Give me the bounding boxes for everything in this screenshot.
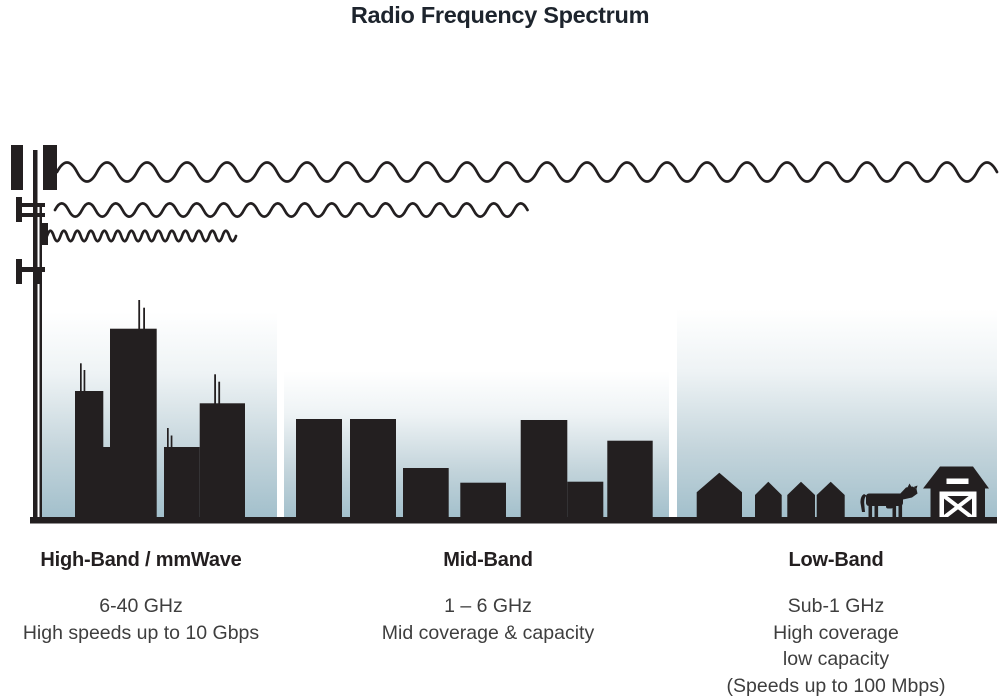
band-details-mid: 1 – 6 GHz Mid coverage & capacity <box>363 593 613 646</box>
cell-tower-icon <box>11 145 57 517</box>
high-band-wave <box>45 229 238 243</box>
band-desc-low-2: low capacity <box>782 648 890 671</box>
cow-icon <box>860 483 918 517</box>
city-skyscrapers-icon <box>75 300 245 518</box>
band-caption-high: High-Band / mmWave 6-40 GHz High speeds … <box>16 549 266 646</box>
mid-band-wave <box>53 202 529 218</box>
band-caption-low: Low-Band Sub-1 GHz High coverage low cap… <box>711 549 961 699</box>
barn-icon <box>923 466 989 520</box>
house-icon <box>696 472 845 518</box>
band-frequency-high: 6-40 GHz <box>99 595 183 617</box>
ground-line <box>30 517 997 524</box>
band-desc-low-3: (Speeds up to 100 Mbps) <box>726 674 946 697</box>
band-frequency-mid: 1 – 6 GHz <box>444 595 532 617</box>
band-frequency-low: Sub-1 GHz <box>787 595 885 617</box>
band-label-mid: Mid-Band <box>443 549 533 571</box>
band-desc-mid: Mid coverage & capacity <box>381 621 595 644</box>
band-caption-mid: Mid-Band 1 – 6 GHz Mid coverage & capaci… <box>363 549 613 646</box>
band-desc-high: High speeds up to 10 Gbps <box>22 621 260 644</box>
diagram-title: Radio Frequency Spectrum <box>350 2 650 28</box>
midrise-buildings-icon <box>296 419 653 518</box>
band-details-high: 6-40 GHz High speeds up to 10 Gbps <box>16 593 266 646</box>
band-label-high: High-Band / mmWave <box>40 549 242 571</box>
rural-houses-cow-barn-icon <box>696 466 989 520</box>
rooftop-antenna-masts <box>80 300 221 448</box>
radio-waves <box>45 161 999 243</box>
band-details-low: Sub-1 GHz High coverage low capacity (Sp… <box>711 593 961 699</box>
low-band-wave <box>55 161 999 183</box>
band-label-low: Low-Band <box>788 549 884 571</box>
band-desc-low-1: High coverage <box>773 621 899 644</box>
